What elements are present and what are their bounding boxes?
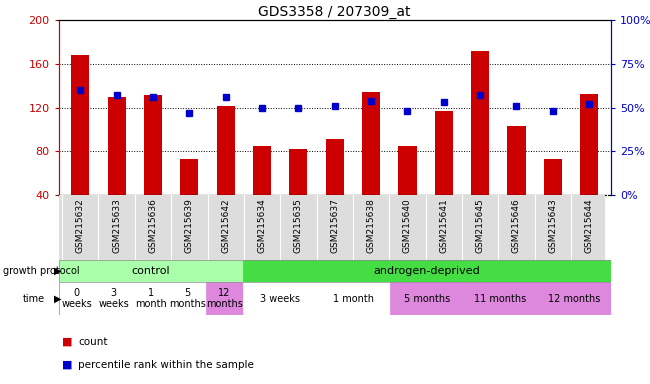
Bar (463, 282, 538, 315)
Bar (471, 51, 489, 195)
Bar (169, 282, 206, 315)
Bar (326, 139, 344, 195)
Text: 11 months: 11 months (474, 293, 526, 303)
Text: GSM215644: GSM215644 (585, 198, 593, 253)
Bar (242, 282, 317, 315)
Bar (58, 282, 96, 315)
Text: time: time (23, 293, 45, 303)
Text: GSM215638: GSM215638 (367, 198, 376, 253)
Bar (216, 106, 235, 195)
Text: GSM215639: GSM215639 (185, 198, 194, 253)
Bar (544, 159, 562, 195)
Text: ■: ■ (62, 360, 72, 370)
Bar (289, 149, 307, 195)
Bar (96, 282, 132, 315)
Text: percentile rank within the sample: percentile rank within the sample (78, 360, 254, 370)
Text: GSM215640: GSM215640 (403, 198, 412, 253)
Text: 1 month: 1 month (333, 293, 374, 303)
Text: 3 weeks: 3 weeks (259, 293, 300, 303)
Text: GSM215645: GSM215645 (476, 198, 485, 253)
Text: ▶: ▶ (54, 266, 62, 276)
Text: 12
months: 12 months (206, 288, 242, 309)
Text: GSM215642: GSM215642 (221, 198, 230, 253)
Bar (398, 146, 417, 195)
Bar (132, 282, 169, 315)
Bar (362, 92, 380, 195)
Text: GSM215635: GSM215635 (294, 198, 303, 253)
Text: GSM215636: GSM215636 (148, 198, 157, 253)
Bar (107, 96, 125, 195)
Bar (242, 260, 611, 282)
Bar (253, 146, 271, 195)
Bar (435, 111, 453, 195)
Bar (538, 282, 611, 315)
Text: 3
weeks: 3 weeks (98, 288, 129, 309)
Bar (72, 55, 90, 195)
Text: GSM215633: GSM215633 (112, 198, 121, 253)
Text: GSM215646: GSM215646 (512, 198, 521, 253)
Bar (58, 260, 242, 282)
Text: androgen-deprived: androgen-deprived (374, 266, 480, 276)
Text: 12 months: 12 months (548, 293, 601, 303)
Text: count: count (78, 337, 107, 347)
Bar (390, 282, 463, 315)
Bar (580, 94, 598, 195)
Text: growth protocol: growth protocol (3, 266, 80, 276)
Title: GDS3358 / 207309_at: GDS3358 / 207309_at (259, 5, 411, 19)
Text: GSM215632: GSM215632 (76, 198, 85, 253)
Bar (144, 96, 162, 195)
Text: ▶: ▶ (54, 293, 62, 303)
Text: GSM215637: GSM215637 (330, 198, 339, 253)
Text: ■: ■ (62, 337, 72, 347)
Text: 5 months: 5 months (404, 293, 450, 303)
Text: control: control (131, 266, 170, 276)
Bar (206, 282, 242, 315)
Text: 0
weeks: 0 weeks (62, 288, 92, 309)
Text: 5
months: 5 months (169, 288, 206, 309)
Text: GSM215643: GSM215643 (549, 198, 557, 253)
Text: 1
month: 1 month (135, 288, 166, 309)
Bar (180, 159, 198, 195)
Bar (508, 126, 526, 195)
Bar (317, 282, 390, 315)
Text: GSM215641: GSM215641 (439, 198, 448, 253)
Text: GSM215634: GSM215634 (257, 198, 266, 253)
